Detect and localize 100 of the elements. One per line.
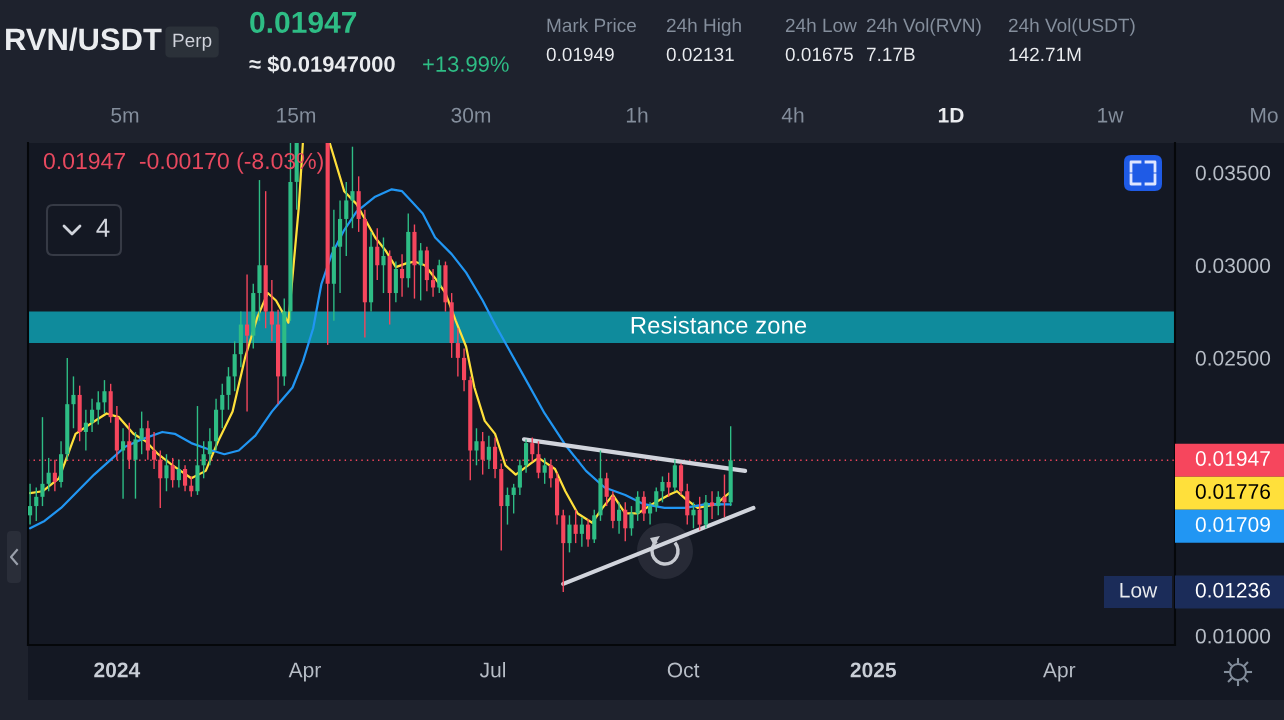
text: Perp: [173, 33, 212, 51]
candlestick: [381, 236, 386, 294]
candlestick: [586, 518, 591, 548]
candlestick: [145, 420, 150, 461]
candlestick: [548, 459, 553, 489]
candlestick: [511, 483, 516, 515]
candlestick: [635, 490, 640, 522]
annotation: Low: [1120, 583, 1158, 598]
text: 0.01709: [1195, 517, 1270, 532]
candlestick: [505, 486, 510, 526]
candlestick: [648, 501, 653, 526]
candlestick: [573, 509, 578, 544]
x-tick-label: 2025: [850, 662, 897, 678]
text: 24h Vol(USDT): [1008, 18, 1135, 36]
text: 0.01675: [785, 47, 853, 62]
candlestick: [164, 453, 169, 492]
candlestick: [431, 268, 436, 298]
band-label: Resistance zone: [631, 316, 807, 334]
text: 24h Vol(RVN): [866, 18, 981, 36]
candlestick: [344, 181, 349, 257]
candlestick: [455, 327, 460, 378]
candlestick: [40, 416, 45, 507]
candlestick: [486, 434, 491, 470]
text: 1h: [626, 107, 648, 123]
text: Mo: [1251, 107, 1278, 123]
candlestick: [524, 438, 529, 474]
y-tick-label: 0.02500: [1195, 350, 1271, 366]
candlestick: [418, 242, 423, 302]
candlestick: [46, 457, 51, 492]
text: 4h: [781, 107, 804, 123]
candlestick: [462, 347, 467, 392]
candlestick: [375, 227, 380, 281]
candlestick: [672, 459, 677, 492]
text: 142.71M: [1009, 47, 1081, 61]
candlestick: [629, 505, 634, 537]
candlestick: [542, 457, 547, 485]
candlestick: [604, 472, 609, 507]
candlestick: [83, 409, 88, 452]
candlestick: [245, 273, 250, 413]
candlestick: [623, 501, 628, 542]
text: ≈ $0.01947000: [249, 55, 395, 74]
candlestick: [102, 379, 107, 415]
candlestick: [28, 483, 33, 526]
candlestick: [176, 459, 181, 489]
candlestick: [666, 472, 671, 498]
candlestick: [579, 516, 584, 548]
text: Mark Price: [547, 18, 636, 33]
candlestick: [437, 259, 442, 294]
candlestick: [400, 253, 405, 298]
y-tick-label: 0.03500: [1195, 165, 1271, 181]
candlestick: [722, 473, 727, 518]
candlestick: [716, 490, 721, 517]
candlestick: [660, 475, 665, 504]
text: 0.02131: [666, 47, 734, 62]
candlestick: [474, 427, 479, 467]
candlestick: [697, 496, 702, 531]
candlestick: [536, 440, 541, 479]
candlestick: [90, 397, 95, 433]
annotation: 4: [96, 218, 110, 237]
candlestick: [530, 436, 535, 463]
candlestick: [139, 410, 144, 455]
candlestick: [654, 486, 659, 513]
y-tick-label: 0.03000: [1195, 258, 1271, 274]
candlestick: [34, 486, 39, 522]
text: 0.01776: [1195, 484, 1270, 499]
candlestick: [201, 440, 206, 479]
text: 24h High: [666, 18, 741, 36]
x-tick-label: Oct: [667, 662, 700, 678]
candlestick: [71, 375, 76, 429]
candlestick: [183, 464, 188, 492]
candlestick: [220, 383, 225, 429]
x-tick-label: Apr: [1042, 662, 1076, 682]
candlestick: [710, 490, 715, 520]
candlestick: [567, 514, 572, 554]
text: +13.99%: [423, 56, 509, 72]
candlestick: [703, 494, 708, 529]
text: 0.01236: [1195, 582, 1270, 598]
candlestick: [269, 279, 274, 342]
ref-line-label: 0.01947: [1195, 451, 1270, 466]
candlestick: [641, 490, 646, 522]
x-tick-label: Apr: [288, 662, 321, 682]
candlestick: [207, 427, 212, 467]
text: 1D: [938, 107, 964, 123]
candlestick: [121, 427, 126, 500]
text: 0.01949: [546, 47, 614, 62]
text: 24h Low: [785, 18, 857, 33]
candlestick: [232, 340, 237, 392]
x-tick-label: Jul: [479, 662, 506, 678]
text: 7.17B: [866, 47, 915, 61]
candlestick: [350, 146, 355, 229]
chart-title: RVN/USDT: [6, 27, 162, 51]
candlestick: [493, 436, 498, 479]
candlestick: [96, 390, 101, 426]
candlestick: [226, 366, 231, 411]
x-tick-label: 2024: [94, 662, 141, 678]
text: 30m: [451, 107, 491, 123]
y-tick-label: 0.01000: [1195, 628, 1271, 644]
candlestick: [133, 431, 138, 500]
candlestick: [617, 501, 622, 535]
text: 15m: [277, 107, 316, 123]
